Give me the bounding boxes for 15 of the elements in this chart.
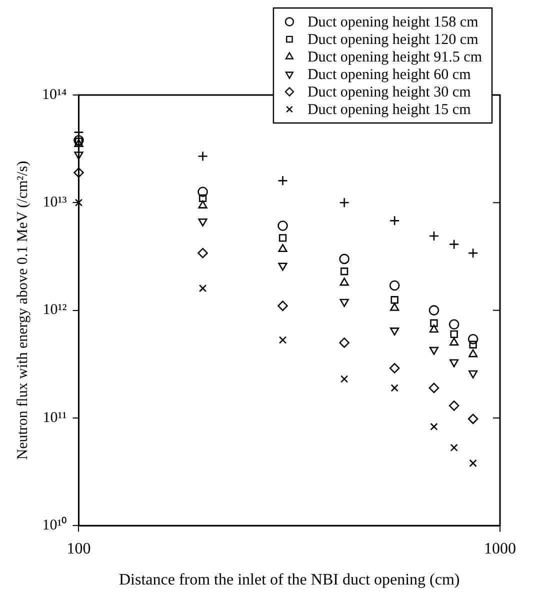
y-axis-title: Neutron flux with energy above 0.1 MeV (/cm²/s) (14, 160, 31, 460)
y-tick-label: 10¹¹ (42, 410, 67, 426)
legend-label: Duct opening height 30 cm (307, 84, 472, 101)
legend-label: Duct opening height 91.5 cm (307, 50, 482, 66)
x-tick-label: 100 (66, 540, 91, 558)
y-tick-label: 10¹² (42, 302, 68, 318)
legend-label: Duct opening height 120 cm (307, 32, 479, 48)
legend-label: Duct opening height 60 cm (307, 67, 472, 84)
y-tick-label: 10¹⁰ (42, 516, 67, 534)
x-tick-label: 1000 (484, 540, 516, 558)
legend-label: Duct opening height 158 cm (307, 14, 479, 31)
y-tick-label: 10¹⁴ (42, 86, 67, 103)
y-tick-label: 10¹³ (42, 194, 68, 211)
x-axis-title: Distance from the inlet of the NBI duct opening (cm) (118, 572, 460, 589)
legend-label: Duct opening height 15 cm (307, 102, 472, 118)
